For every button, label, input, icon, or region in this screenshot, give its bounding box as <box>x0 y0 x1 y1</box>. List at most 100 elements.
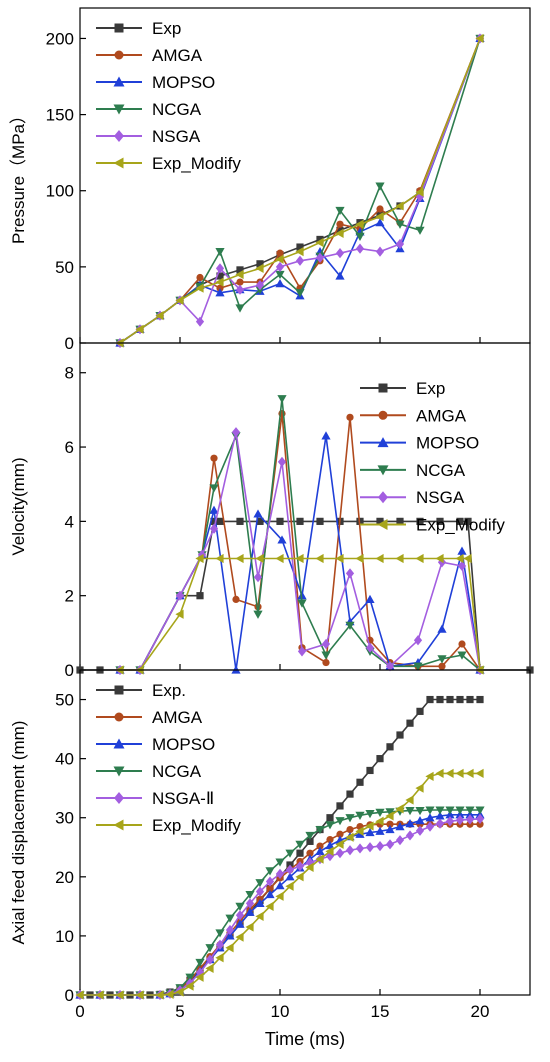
data-point <box>375 182 385 191</box>
series-exp <box>76 695 484 999</box>
data-point <box>385 661 395 672</box>
data-point <box>276 249 284 257</box>
y-tick-label: 40 <box>55 750 74 769</box>
legend-label: AMGA <box>152 708 203 727</box>
data-point <box>215 263 225 274</box>
data-point <box>277 456 287 468</box>
data-point <box>235 932 244 942</box>
data-point <box>413 662 423 671</box>
data-point <box>376 205 384 213</box>
y-axis-label: Pressure（MPa） <box>9 107 28 244</box>
data-point <box>195 553 204 564</box>
data-point <box>321 638 331 650</box>
legend-label: NCGA <box>152 100 202 119</box>
data-point <box>245 907 255 916</box>
y-tick-label: 150 <box>46 106 74 125</box>
y-axis-label: Velocity(mm) <box>9 457 28 555</box>
data-point <box>216 517 224 525</box>
data-point <box>413 635 423 646</box>
data-point <box>335 553 344 564</box>
data-point <box>255 263 264 273</box>
data-point <box>437 557 447 568</box>
data-point <box>115 990 124 1000</box>
data-point <box>375 826 385 835</box>
y-tick-label: 0 <box>65 661 74 680</box>
data-point <box>385 824 395 834</box>
data-point <box>296 849 304 857</box>
legend-marker <box>114 712 124 722</box>
data-point <box>365 642 375 653</box>
data-point <box>365 821 374 831</box>
data-point <box>355 243 365 254</box>
data-point <box>476 695 484 704</box>
legend-label: Exp <box>152 19 181 38</box>
data-point <box>425 771 434 781</box>
data-point <box>345 832 354 842</box>
data-point <box>195 316 205 327</box>
y-tick-label: 0 <box>65 986 74 1005</box>
legend: Exp AMGA MOPSO NCGA NSGA Exp_Modify <box>360 379 505 535</box>
data-point <box>463 553 472 564</box>
series-nsga <box>75 813 485 1001</box>
data-point <box>435 811 445 820</box>
data-point <box>355 219 364 229</box>
data-point <box>155 310 164 321</box>
data-point <box>95 990 104 1000</box>
data-point <box>231 427 241 438</box>
data-point <box>476 820 484 828</box>
data-point <box>425 806 435 815</box>
y-tick-label: 2 <box>65 587 74 606</box>
data-point <box>395 553 404 564</box>
data-point <box>215 288 225 297</box>
data-point <box>255 886 265 897</box>
data-point <box>297 599 307 608</box>
data-point <box>209 484 219 493</box>
data-point <box>375 840 385 852</box>
data-point <box>336 220 344 228</box>
data-point <box>435 768 444 779</box>
data-point <box>365 842 375 853</box>
data-point <box>455 814 465 826</box>
data-point <box>315 854 324 864</box>
data-point <box>355 826 364 836</box>
data-point <box>275 553 284 564</box>
data-point <box>346 825 354 834</box>
data-point <box>355 553 364 564</box>
series-amga <box>76 820 484 999</box>
data-point <box>395 835 405 846</box>
data-point <box>215 929 225 938</box>
series-exp-modify <box>75 768 484 1000</box>
y-tick-label: 4 <box>65 512 74 531</box>
legend-marker <box>113 104 125 115</box>
data-point <box>236 278 244 286</box>
legend-marker <box>114 130 124 142</box>
data-point <box>215 953 224 963</box>
y-tick-label: 20 <box>55 868 74 887</box>
data-point <box>395 220 405 229</box>
data-point <box>415 816 425 825</box>
data-point <box>315 553 324 564</box>
data-point <box>315 825 325 835</box>
data-point <box>225 943 234 953</box>
data-point <box>396 731 404 739</box>
data-point <box>175 987 184 997</box>
data-point <box>255 879 265 888</box>
data-point <box>395 201 404 211</box>
data-point <box>235 902 245 911</box>
data-point <box>175 295 184 305</box>
data-point <box>356 778 364 786</box>
legend-label: Exp_Modify <box>152 816 241 835</box>
data-point <box>205 954 215 965</box>
data-point <box>165 989 174 1000</box>
data-point <box>385 808 395 817</box>
data-point <box>405 795 414 805</box>
legend-marker <box>378 491 388 504</box>
data-point <box>416 707 424 715</box>
data-point <box>385 811 394 821</box>
data-point <box>255 898 265 908</box>
legend-marker <box>113 738 125 749</box>
data-point <box>375 808 385 818</box>
data-point <box>195 283 204 293</box>
data-point <box>405 830 415 841</box>
data-point <box>295 861 305 872</box>
